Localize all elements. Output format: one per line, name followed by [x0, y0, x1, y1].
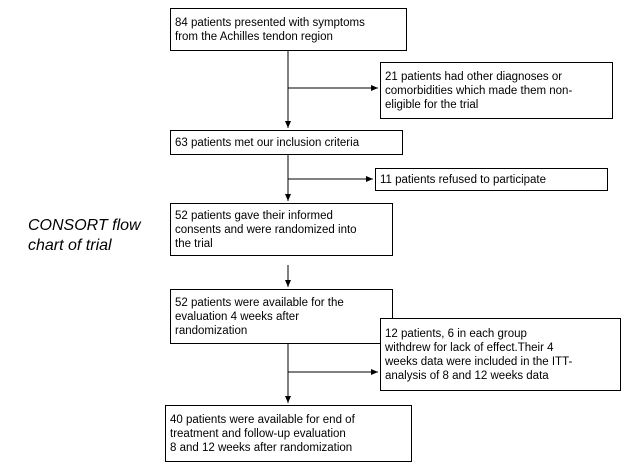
flow-box: [170, 289, 393, 344]
box-text: from the Achilles tendon region: [175, 31, 333, 43]
flow-box: [380, 62, 613, 119]
box-text: analysis of 8 and 12 weeks data: [385, 370, 549, 382]
box-text: randomization: [175, 325, 247, 337]
box-text: 52 patients gave their informed: [175, 210, 333, 222]
box-text: 63 patients met our inclusion criteria: [175, 137, 360, 149]
box-text: treatment and follow-up evaluation: [170, 428, 346, 440]
box-text: evaluation 4 weeks after: [175, 311, 299, 323]
box-text: 21 patients had other diagnoses or: [385, 71, 562, 83]
box-text: 12 patients, 6 in each group: [385, 328, 527, 340]
box-text: eligible for the trial: [385, 99, 478, 111]
box-text: comorbidities which made them non-: [385, 85, 572, 97]
caption-line: CONSORT flow: [28, 217, 142, 234]
box-text: 84 patients presented with symptoms: [175, 17, 365, 29]
flow-box: [165, 405, 412, 462]
box-text: 8 and 12 weeks after randomization: [170, 442, 352, 454]
box-text: 11 patients refused to participate: [380, 174, 546, 186]
caption-line: chart of trial: [28, 237, 112, 254]
connectors: [285, 50, 378, 403]
box-text: withdrew for lack of effect.Their 4: [384, 342, 554, 354]
box-text: 52 patients were available for the: [175, 297, 344, 309]
flow-box: [170, 8, 407, 51]
box-text: 40 patients were available for end of: [170, 414, 356, 426]
box-text: weeks data were included in the ITT-: [384, 356, 572, 368]
flow-box: [170, 203, 393, 256]
flow-box: [375, 168, 608, 191]
flow-box: [380, 318, 621, 391]
box-text: the trial: [175, 238, 213, 250]
box-text: consents and were randomized into: [175, 224, 357, 236]
flow-box: [170, 130, 403, 155]
